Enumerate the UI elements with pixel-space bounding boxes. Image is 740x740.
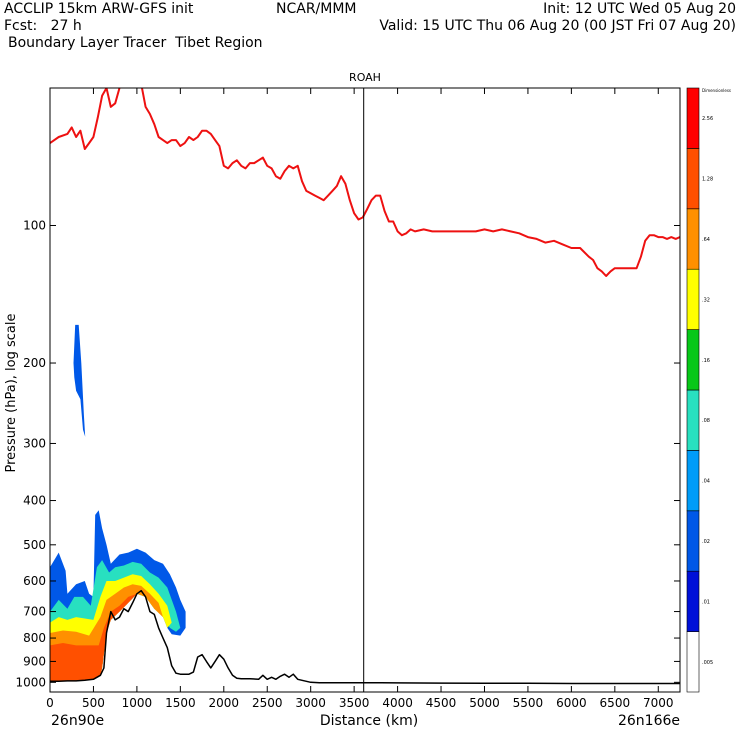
- colorbar-level-label: .01: [702, 599, 710, 605]
- y-tick-label: 600: [23, 574, 46, 588]
- x-tick-label: 1500: [165, 696, 196, 710]
- y-tick-label: 700: [23, 605, 46, 619]
- colorbar-swatch: [686, 87, 700, 149]
- y-tick-label: 900: [23, 654, 46, 668]
- header-line1-center: NCAR/MMM: [276, 1, 357, 17]
- x-tick-label: 5000: [469, 696, 500, 710]
- x-tick-label: 500: [82, 696, 105, 710]
- header-line3-left: Boundary Layer Tracer Tibet Region: [8, 35, 263, 51]
- y-tick-label: 800: [23, 631, 46, 645]
- tracer-region-5: [50, 593, 155, 683]
- y-tick-label: 400: [23, 494, 46, 508]
- x-tick-label: 0: [46, 696, 54, 710]
- x-tick-label: 4500: [426, 696, 457, 710]
- colorbar-level-label: .005: [702, 660, 713, 666]
- colorbar-swatch: [686, 631, 700, 693]
- colorbar-swatch: [686, 450, 700, 512]
- colorbar-level-label: .32: [702, 297, 710, 303]
- x-tick-label: 2000: [209, 696, 240, 710]
- x-start-label: 26n90e: [51, 713, 104, 729]
- colorbar-units-label: Dimensionless: [702, 88, 731, 93]
- colorbar-swatch: [686, 570, 700, 632]
- x-tick-label: 6500: [600, 696, 631, 710]
- colorbar-level-label: .16: [702, 358, 710, 364]
- x-tick-label: 4000: [382, 696, 413, 710]
- colorbar-swatch: [686, 148, 700, 210]
- axes-layer: 0 500 1000 1500 2000 2500 3000 3500 4000 4500 5000…: [15, 88, 680, 710]
- colorbar-level-label: 1.28: [702, 177, 713, 183]
- y-tick-label: 100: [23, 219, 46, 233]
- y-tick-label: 300: [23, 436, 46, 450]
- x-tick-label: 3500: [339, 696, 370, 710]
- header-line1-left: ACCLIP 15km ARW-GFS init: [4, 1, 194, 17]
- x-axis-label: Distance (km): [320, 713, 418, 729]
- header-line1-right: Init: 12 UTC Wed 05 Aug 20: [543, 1, 736, 17]
- header-line2-left: Fcst: 27 h: [4, 18, 82, 34]
- tropopause-line: [50, 88, 680, 277]
- terrain-line: [50, 589, 680, 685]
- colorbar-level-label: .08: [702, 418, 710, 424]
- colorbar-swatch: [686, 389, 700, 451]
- y-tick-label: 500: [23, 538, 46, 552]
- chart-title: ROAH: [349, 71, 381, 84]
- y-axis-label: Pressure (hPa), log scale: [4, 314, 19, 473]
- colorbar-swatch: [686, 208, 700, 270]
- colorbar-swatch: [686, 268, 700, 330]
- colorbar-level-label: .64: [702, 237, 710, 243]
- colorbar: .005 .01 .02 .04 .08 .16 .32 .64 1.28 2.56 Dimensi…: [686, 87, 731, 693]
- x-tick-label: 6000: [556, 696, 587, 710]
- plot-frame: [49, 87, 681, 693]
- x-tick-label: 1000: [122, 696, 153, 710]
- x-tick-label: 5500: [513, 696, 544, 710]
- header-line2-right: Valid: 15 UTC Thu 06 Aug 20 (00 JST Fri …: [379, 18, 736, 34]
- y-tick-label: 200: [23, 356, 46, 370]
- x-tick-label: 3000: [295, 696, 326, 710]
- x-tick-label: 7000: [643, 696, 674, 710]
- colorbar-level-label: .04: [702, 479, 710, 485]
- tracer-fill-layer: [50, 324, 186, 683]
- tracer-region-1: [73, 324, 86, 437]
- y-tick-label: 1000: [15, 675, 46, 689]
- colorbar-level-label: .02: [702, 539, 710, 545]
- x-tick-label: 2500: [252, 696, 283, 710]
- colorbar-level-label: 2.56: [702, 116, 713, 122]
- colorbar-swatch: [686, 510, 700, 572]
- colorbar-swatch: [686, 329, 700, 391]
- x-end-label: 26n166e: [618, 713, 680, 729]
- line-layer: [50, 88, 680, 692]
